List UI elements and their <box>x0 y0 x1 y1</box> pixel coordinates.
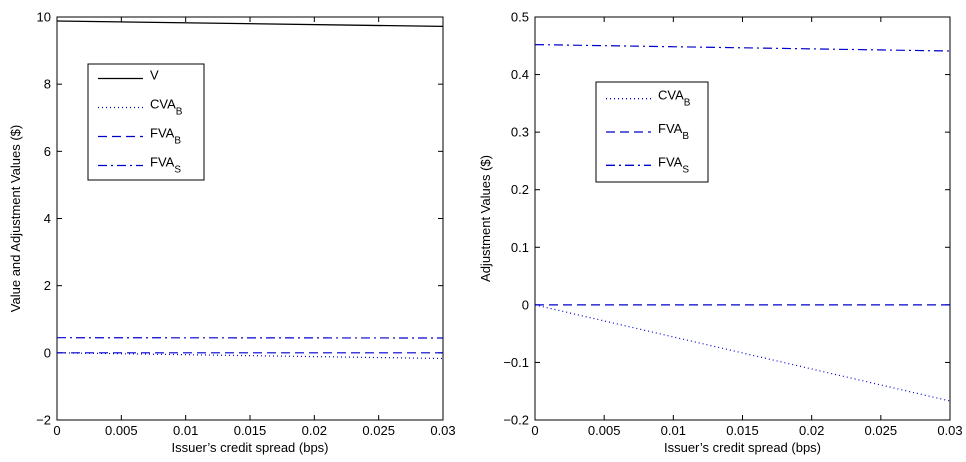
y-tick-label: −2 <box>36 413 51 428</box>
y-axis-label: Value and Adjustment Values ($) <box>8 125 23 312</box>
legend-box <box>87 63 205 181</box>
y-tick-label: 0.1 <box>511 240 529 255</box>
legend-label: FVAB <box>150 126 181 147</box>
x-tick-label: 0.03 <box>430 423 455 438</box>
legend-label-main: FVA <box>658 154 683 169</box>
legend-label-subscript: B <box>684 98 691 109</box>
legend-label: V <box>150 68 159 83</box>
legend-label-main: CVA <box>150 97 176 112</box>
x-tick-label: 0.02 <box>302 423 327 438</box>
x-tick-label: 0.025 <box>362 423 395 438</box>
plot-frame <box>534 16 951 421</box>
legend-label: CVAB <box>658 88 691 109</box>
legend-label-main: CVA <box>658 88 684 103</box>
legend-label-subscript: S <box>174 165 181 176</box>
legend-label-subscript: S <box>682 164 689 175</box>
legend-label-main: FVA <box>150 126 175 141</box>
legend-label-subscript: B <box>682 131 689 142</box>
y-tick-label: 4 <box>44 211 51 226</box>
y-tick-label: −0.2 <box>503 413 529 428</box>
x-tick-label: 0.005 <box>588 423 621 438</box>
series-line-fva-s <box>534 44 951 52</box>
legend-label-main: FVA <box>658 121 683 136</box>
legend-label-main: FVA <box>150 155 175 170</box>
series-line-cva-b <box>56 352 444 360</box>
y-tick-label: 0.4 <box>511 67 529 82</box>
x-tick-label: 0.01 <box>661 423 686 438</box>
x-tick-label: 0 <box>531 423 538 438</box>
chart-1: 0 0.005 0.01 0.015 0.02 0.025 0.03−20246810Iss… <box>8 10 456 456</box>
x-tick-label: 0.03 <box>937 423 962 438</box>
legend-label: FVAS <box>658 154 689 175</box>
series-line-v <box>56 20 444 28</box>
legend-label-subscript: B <box>174 136 181 147</box>
legend-label: CVAB <box>150 97 183 118</box>
x-tick-label: 0.015 <box>726 423 759 438</box>
y-tick-label: −0.1 <box>503 355 529 370</box>
x-tick-label: 0.005 <box>105 423 138 438</box>
y-tick-label: 0 <box>44 345 51 360</box>
y-tick-label: 10 <box>37 10 51 25</box>
chart-2: 0 0.005 0.01 0.015 0.02 0.025 0.03 −0.2 −0.1 0 0.1… <box>478 10 963 456</box>
legend-label-subscript: B <box>176 107 183 118</box>
x-tick-label: 0 <box>53 423 60 438</box>
y-axis-label: Adjustment Values ($) <box>478 155 493 282</box>
y-tick-label: 0.3 <box>511 125 529 140</box>
legend-label: FVAB <box>658 121 689 142</box>
y-tick-label: 8 <box>44 77 51 92</box>
x-tick-label: 0.025 <box>865 423 898 438</box>
series-line-cva-b <box>534 304 951 402</box>
legend-label-main: V <box>150 68 159 83</box>
legend-label: FVAS <box>150 155 181 176</box>
y-tick-label: 0 <box>522 297 529 312</box>
x-tick-label: 0.02 <box>799 423 824 438</box>
x-axis-label: Issuer’s credit spread (bps) <box>171 440 328 455</box>
x-tick-label: 0.015 <box>234 423 267 438</box>
y-tick-label: 2 <box>44 278 51 293</box>
y-tick-label: 0.2 <box>511 182 529 197</box>
x-axis-label: Issuer’s credit spread (bps) <box>664 440 821 455</box>
y-tick-label: 6 <box>44 144 51 159</box>
y-tick-label: 0.5 <box>511 10 529 25</box>
x-tick-label: 0.01 <box>173 423 198 438</box>
